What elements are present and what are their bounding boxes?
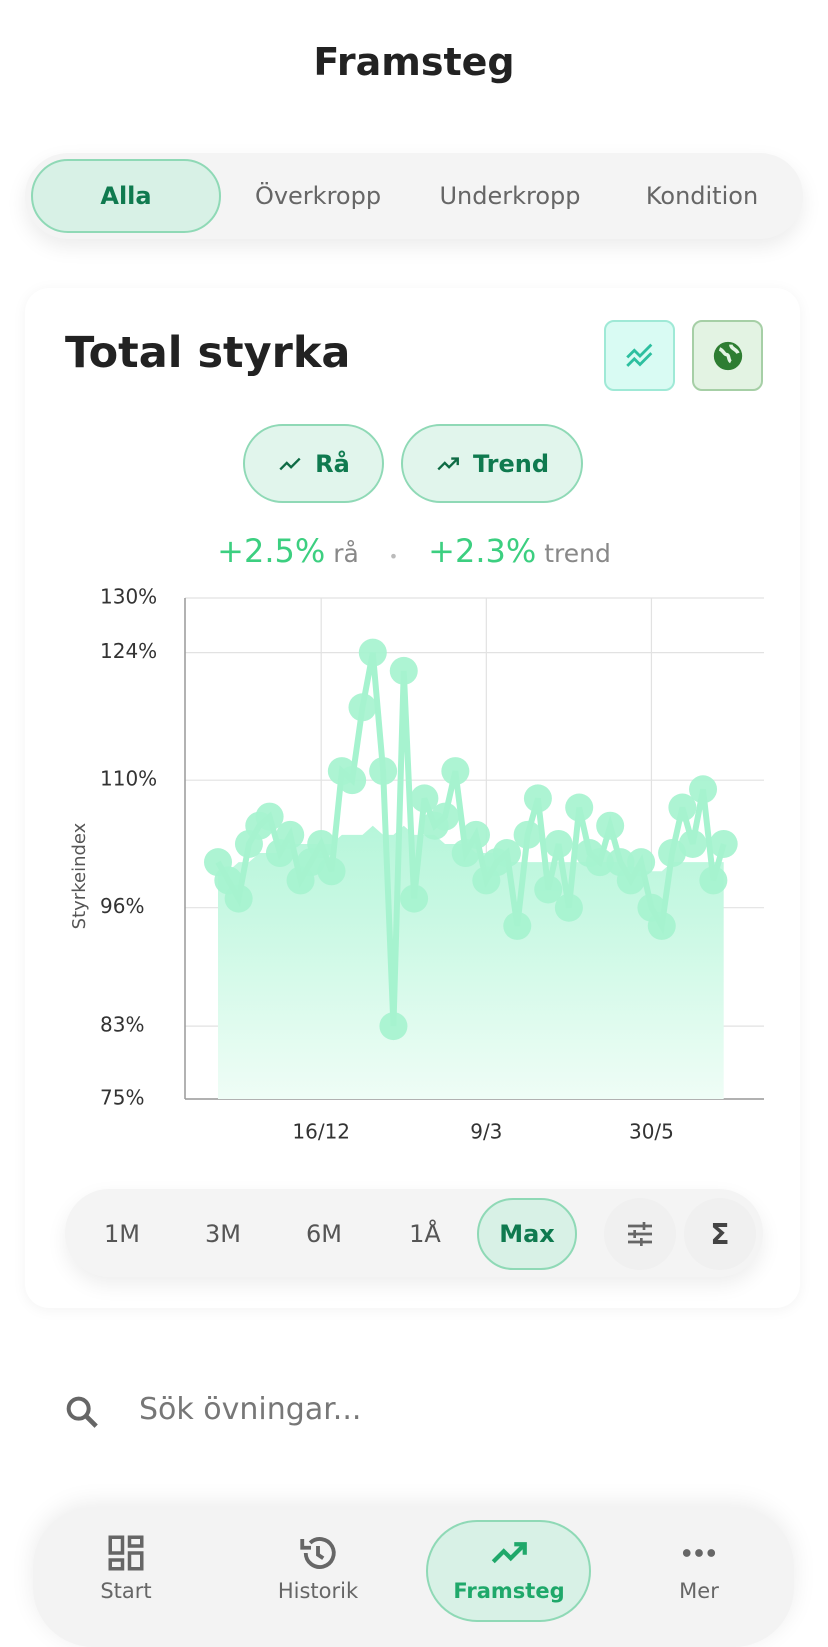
raw-point bbox=[709, 829, 738, 858]
tab[interactable]: Alla bbox=[31, 159, 221, 233]
raw-point bbox=[358, 638, 387, 667]
raw-point bbox=[699, 866, 728, 895]
page-title: Framsteg bbox=[313, 40, 515, 84]
raw-point bbox=[544, 829, 573, 858]
range-button[interactable]: 1M bbox=[104, 1220, 140, 1248]
search-icon bbox=[66, 1396, 98, 1428]
raw-point bbox=[596, 811, 625, 840]
raw-point bbox=[492, 839, 521, 868]
x-tick-label: 9/3 bbox=[470, 1120, 502, 1144]
raw-point bbox=[503, 911, 532, 940]
chart-mode-button[interactable] bbox=[604, 320, 675, 391]
raw-point bbox=[338, 766, 367, 795]
nav-item[interactable]: Framsteg bbox=[429, 1532, 589, 1603]
range-button[interactable]: 6M bbox=[306, 1220, 342, 1248]
legend-label: Rå bbox=[315, 449, 350, 478]
raw-point bbox=[317, 857, 346, 886]
icon bbox=[628, 1222, 652, 1246]
nav-icon bbox=[682, 1549, 716, 1557]
y-tick-label: 75% bbox=[100, 1086, 144, 1110]
trend-label: trend bbox=[544, 539, 611, 568]
raw-point bbox=[647, 911, 676, 940]
y-tick-label: 130% bbox=[100, 585, 157, 609]
raw-point bbox=[585, 848, 614, 877]
raw-point bbox=[255, 802, 284, 831]
raw-point bbox=[389, 656, 418, 685]
raw-point bbox=[513, 820, 542, 849]
globe-button[interactable] bbox=[692, 320, 763, 391]
raw-point bbox=[307, 829, 336, 858]
raw-point bbox=[689, 775, 718, 804]
tab[interactable]: Underkropp bbox=[439, 182, 581, 210]
raw-label: rå bbox=[333, 539, 359, 568]
filter-button[interactable] bbox=[604, 1198, 676, 1270]
raw-point bbox=[678, 829, 707, 858]
nav-item[interactable]: Start bbox=[46, 1532, 206, 1603]
sum-button[interactable]: Σ bbox=[684, 1198, 756, 1270]
icon bbox=[437, 456, 459, 470]
raw-point bbox=[348, 693, 377, 722]
raw-point bbox=[534, 875, 563, 904]
toggle-raw[interactable]: Rå bbox=[243, 424, 384, 503]
x-tick-label: 16/12 bbox=[292, 1120, 350, 1144]
raw-point bbox=[462, 820, 490, 849]
card-title: Total styrka bbox=[65, 328, 351, 378]
bottom-nav bbox=[33, 1507, 794, 1647]
raw-point bbox=[627, 848, 656, 877]
raw-point bbox=[276, 820, 305, 849]
raw-point bbox=[431, 802, 460, 831]
trend-area bbox=[218, 825, 724, 1099]
raw-point bbox=[565, 793, 594, 822]
raw-point bbox=[400, 884, 429, 913]
range-button[interactable]: 1Å bbox=[409, 1220, 441, 1248]
y-tick-label: 96% bbox=[100, 894, 144, 918]
raw-point bbox=[668, 793, 697, 822]
tab[interactable]: Kondition bbox=[645, 182, 759, 210]
raw-point bbox=[410, 784, 439, 813]
raw-point bbox=[369, 757, 398, 786]
nav-label: Framsteg bbox=[453, 1579, 565, 1603]
search-input[interactable]: Sök övningar... bbox=[139, 1392, 362, 1427]
y-tick-label: 83% bbox=[100, 1013, 144, 1037]
separator: • bbox=[388, 547, 399, 566]
nav-icon bbox=[491, 1542, 527, 1564]
nav-label: Historik bbox=[277, 1579, 359, 1603]
nav-item[interactable]: Mer bbox=[619, 1532, 779, 1603]
y-axis-label: Styrkeindex bbox=[69, 822, 90, 929]
chart: Styrkeindex 75% 83% 96% 110% 124% 130% 16/12 9/… bbox=[69, 585, 764, 1144]
x-tick-label: 30/5 bbox=[629, 1120, 674, 1144]
y-tick-label: 110% bbox=[100, 767, 157, 791]
icon bbox=[625, 343, 652, 367]
tab[interactable]: Överkropp bbox=[254, 182, 382, 210]
y-tick-label: 124% bbox=[100, 639, 157, 663]
icon bbox=[713, 341, 742, 370]
legend-label: Trend bbox=[472, 449, 550, 478]
raw-point bbox=[379, 1012, 408, 1041]
stats: +2.5% rå • +2.3% trend bbox=[0, 532, 828, 570]
nav-item[interactable]: Historik bbox=[238, 1532, 398, 1603]
nav-active-pill bbox=[426, 1520, 591, 1622]
trend-change: +2.3% bbox=[428, 532, 537, 570]
raw-change: +2.5% bbox=[217, 532, 326, 570]
toggle-trend[interactable]: Trend bbox=[401, 424, 583, 503]
raw-point bbox=[224, 884, 253, 913]
range-button[interactable]: 3M bbox=[205, 1220, 241, 1248]
raw-point bbox=[523, 784, 552, 813]
raw-point bbox=[441, 757, 470, 786]
nav-icon bbox=[108, 1535, 144, 1571]
nav-label: Start bbox=[100, 1579, 152, 1603]
icon bbox=[279, 457, 301, 470]
nav-label: Mer bbox=[679, 1579, 719, 1603]
range-button[interactable]: Max bbox=[477, 1198, 577, 1270]
nav-icon bbox=[300, 1537, 336, 1569]
raw-point bbox=[554, 893, 583, 922]
